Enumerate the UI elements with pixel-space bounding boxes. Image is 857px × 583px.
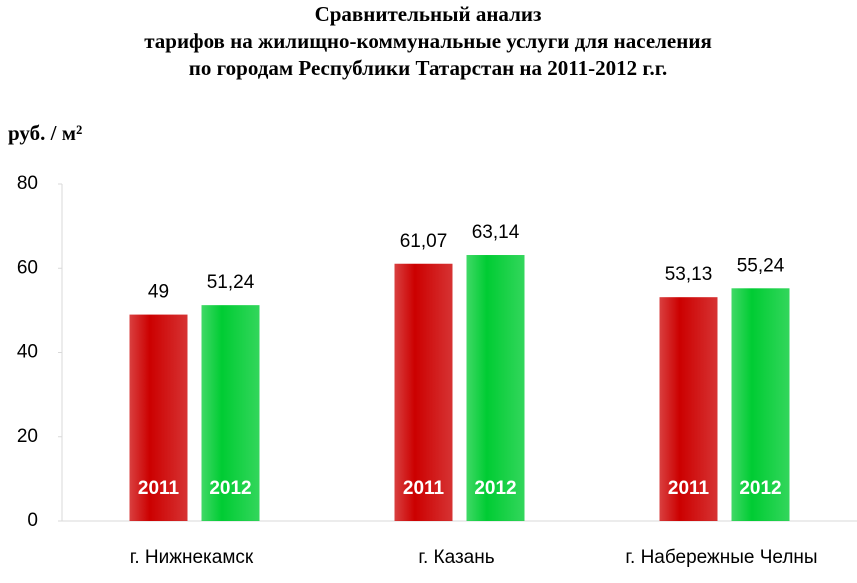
y-tick-label: 40 xyxy=(17,342,38,363)
bar xyxy=(201,305,260,521)
y-tick-label: 60 xyxy=(17,257,38,278)
x-tick-label: г. Нижнекамск xyxy=(130,547,254,568)
value-label: 61,07 xyxy=(400,231,448,252)
chart-title: по городам Республики Татарстан на 2011-… xyxy=(189,56,667,80)
bar xyxy=(394,263,453,521)
y-tick-label: 20 xyxy=(17,426,38,447)
x-tick-label: г. Казань xyxy=(418,547,494,568)
y-axis-label: руб. / м² xyxy=(8,121,82,145)
chart-title: тарифов на жилищно-коммунальные услуги д… xyxy=(144,29,712,53)
series-label: 2011 xyxy=(403,478,445,499)
x-tick-label: г. Набережные Челны xyxy=(625,547,817,568)
value-label: 51,24 xyxy=(207,272,255,293)
bar xyxy=(466,255,525,521)
y-tick-label: 0 xyxy=(27,510,38,531)
value-label: 55,24 xyxy=(737,255,785,276)
value-label: 49 xyxy=(148,282,169,303)
value-label: 63,14 xyxy=(472,222,520,243)
series-label: 2012 xyxy=(474,478,516,499)
y-tick-label: 80 xyxy=(17,173,38,194)
bar xyxy=(129,314,188,521)
value-label: 53,13 xyxy=(665,264,713,285)
series-label: 2012 xyxy=(209,478,251,499)
series-label: 2012 xyxy=(739,478,781,499)
chart-title: Сравнительный анализ xyxy=(315,2,542,26)
bar xyxy=(731,288,790,521)
series-label: 2011 xyxy=(668,478,710,499)
series-label: 2011 xyxy=(138,478,180,499)
bar xyxy=(659,297,718,521)
